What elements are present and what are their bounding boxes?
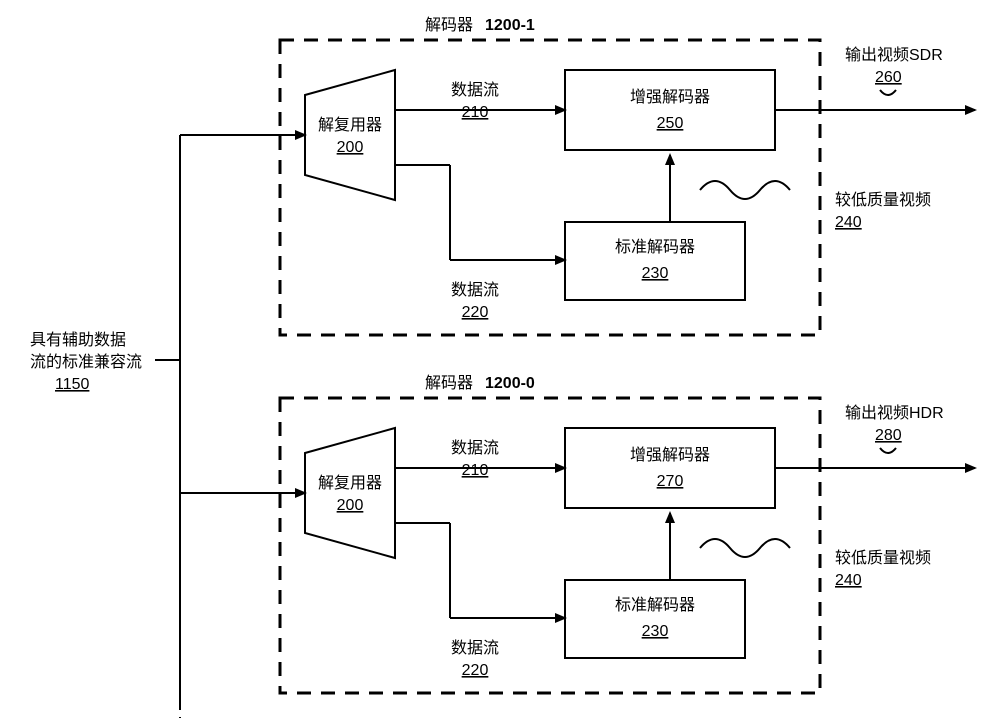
- out-bottom-label: 输出视频HDR: [845, 404, 944, 422]
- lowq-top-num: 240: [835, 214, 862, 231]
- lowq-bottom-label: 较低质量视频: [835, 549, 931, 567]
- decoder-bottom-title-num: 1200-0: [485, 375, 535, 392]
- stream-top-220-num: 220: [462, 304, 489, 321]
- enh-top-label: 增强解码器: [630, 88, 710, 106]
- decoder-top-title-prefix: 解码器: [425, 16, 473, 34]
- input-line2: 流的标准兼容流: [30, 353, 142, 371]
- enh-decoder-bottom: [565, 428, 775, 508]
- out-top-label: 输出视频SDR: [845, 46, 943, 64]
- demux-bottom-num: 200: [337, 497, 364, 514]
- stream-top-210-num: 210: [462, 104, 489, 121]
- out-bottom-num: 280: [875, 427, 902, 444]
- enh-top-num: 250: [657, 115, 684, 132]
- std-bottom-label: 标准解码器: [615, 596, 695, 614]
- demux-top: [305, 70, 395, 200]
- input-splitter: [155, 135, 180, 710]
- std-decoder-top: [565, 222, 745, 300]
- lowq-bottom-squiggle: [700, 539, 790, 557]
- decoder-bottom-title-prefix: 解码器: [425, 374, 473, 392]
- enh-bottom-num: 270: [657, 473, 684, 490]
- demux-top-label: 解复用器: [318, 116, 382, 134]
- demux-bottom-label: 解复用器: [318, 474, 382, 492]
- std-decoder-bottom: [565, 580, 745, 658]
- demux-bottom: [305, 428, 395, 558]
- decoder-top: 解码器 1200-1 解复用器 200 数据流 210 数据流 220 增强解码…: [180, 16, 975, 335]
- input-num: 1150: [55, 376, 90, 393]
- decoder-top-title-num: 1200-1: [485, 17, 535, 34]
- std-top-label: 标准解码器: [615, 238, 695, 256]
- stream-bottom-220-num: 220: [462, 662, 489, 679]
- enh-bottom-label: 增强解码器: [630, 446, 710, 464]
- input-line1: 具有辅助数据: [30, 331, 126, 349]
- std-bottom-num: 230: [642, 623, 669, 640]
- lowq-top-squiggle: [700, 181, 790, 199]
- lowq-top-label: 较低质量视频: [835, 191, 931, 209]
- enh-decoder-top: [565, 70, 775, 150]
- stream-top-210-label: 数据流: [451, 81, 499, 99]
- arrow-top-stream220: [395, 165, 565, 260]
- lowq-bottom-num: 240: [835, 572, 862, 589]
- stream-bottom-220-label: 数据流: [451, 639, 499, 657]
- std-top-num: 230: [642, 265, 669, 282]
- input-label: 具有辅助数据 流的标准兼容流 1150: [30, 331, 142, 393]
- out-bottom-squiggle: [880, 448, 896, 453]
- out-top-squiggle: [880, 90, 896, 95]
- decoder-top-enclosure: [280, 40, 820, 335]
- stream-top-220-label: 数据流: [451, 281, 499, 299]
- decoder-bottom-enclosure: [280, 398, 820, 693]
- out-top-num: 260: [875, 69, 902, 86]
- arrow-bottom-stream220: [395, 523, 565, 618]
- decoder-bottom: 解码器 1200-0 解复用器 200 数据流 210 数据流 220 增强解码…: [180, 374, 975, 693]
- demux-top-num: 200: [337, 139, 364, 156]
- stream-bottom-210-label: 数据流: [451, 439, 499, 457]
- stream-bottom-210-num: 210: [462, 462, 489, 479]
